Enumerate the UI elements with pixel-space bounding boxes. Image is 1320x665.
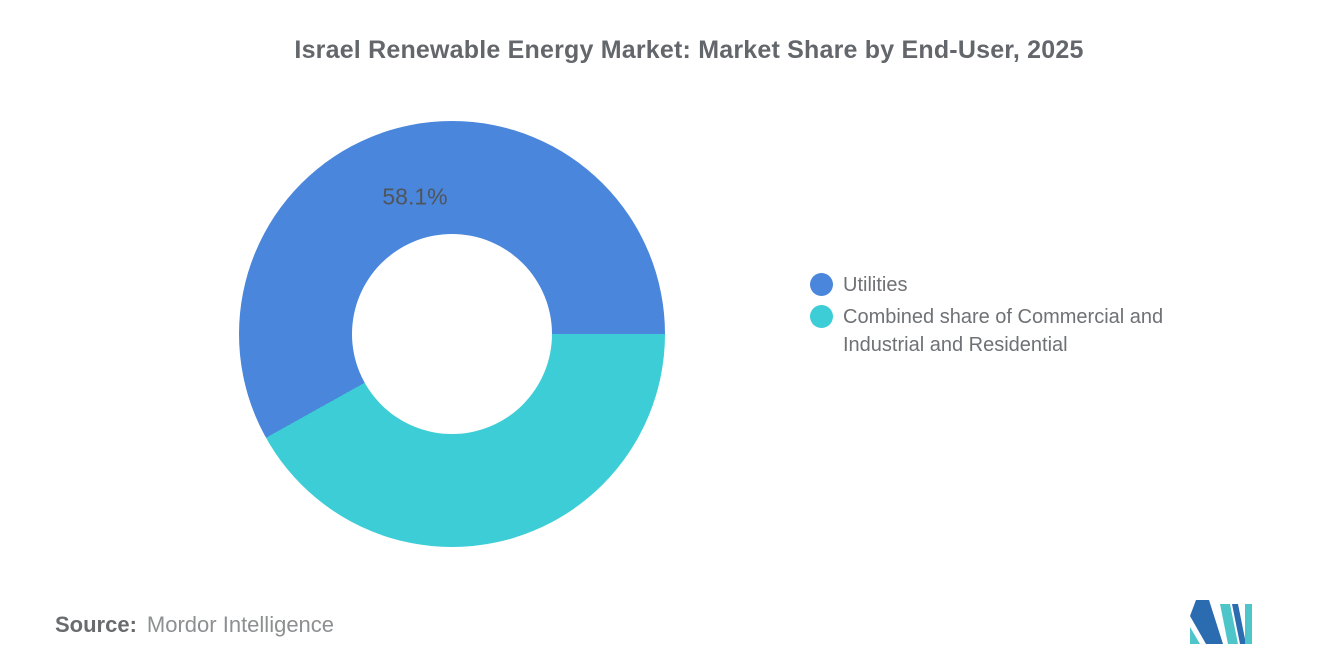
source-label: Source: — [55, 612, 137, 637]
donut-hole — [352, 234, 552, 434]
chart-legend: Utilities Combined share of Commercial a… — [810, 271, 1218, 363]
legend-item-utilities[interactable]: Utilities — [810, 271, 1218, 299]
mordor-intelligence-logo-icon — [1190, 600, 1252, 644]
source-value: Mordor Intelligence — [146, 612, 335, 637]
legend-label-utilities: Utilities — [843, 274, 908, 296]
source-attribution: Source: Mordor Intelligence — [55, 612, 334, 638]
slice-label-utilities: 58.1% — [382, 183, 448, 210]
legend-label-combined-share: Combined share of Commercial and Industr… — [843, 306, 1164, 356]
legend-marker-combined-share-icon — [810, 305, 833, 328]
legend-item-combined-share[interactable]: Combined share of Commercial and Industr… — [810, 303, 1218, 359]
legend-marker-utilities-icon — [810, 273, 833, 296]
donut-chart[interactable]: 58.1% — [239, 121, 665, 547]
chart-title: Israel Renewable Energy Market: Market S… — [294, 36, 1084, 64]
